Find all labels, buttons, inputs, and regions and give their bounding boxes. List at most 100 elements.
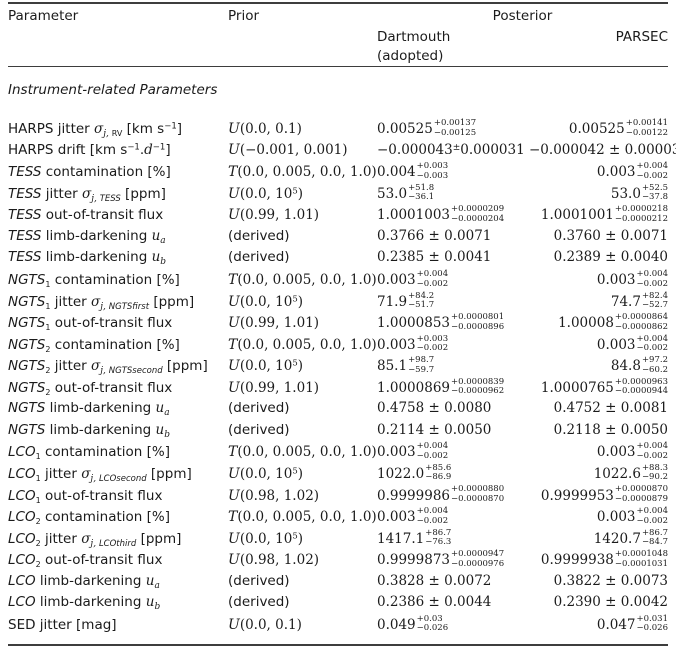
parameter-cell: NGTS limb-darkening ub	[8, 421, 171, 440]
dartmouth-cell: 0.004 +0.003 −0.003	[377, 161, 449, 181]
parameter-cell: TESS limb-darkening ua	[8, 227, 166, 246]
parameter-cell: HARPS jitter σj, RV [km s−1]	[8, 121, 183, 140]
parameter-cell: TESS out-of-transit flux	[8, 207, 164, 224]
dartmouth-cell: 0.049 +0.03 −0.026	[377, 613, 449, 634]
column-header-parsec: PARSEC	[615, 28, 668, 45]
parsec-cell: 0.003 +0.004 −0.002	[596, 506, 668, 526]
table-header-row-3: (adopted)	[8, 48, 668, 64]
error-stack: +0.00141 −0.00122	[625, 118, 668, 138]
parsec-cell: 1.0001001 +0.0000218 −0.0000212	[540, 204, 668, 224]
parameter-cell: NGTS limb-darkening ua	[8, 400, 170, 419]
parsec-cell: 0.9999953 +0.0000870 −0.0000879	[540, 484, 668, 504]
table-row: LCO1 out-of-transit flux U(0.98, 1.02) 0.9…	[8, 484, 668, 508]
parsec-cell: 0.9999938 +0.0001048 −0.0001031	[540, 549, 668, 569]
prior-cell: U(0.99, 1.01)	[228, 315, 320, 332]
error-stack: +0.004 −0.002	[636, 506, 668, 526]
error-stack: +82.4 −52.7	[641, 290, 668, 311]
prior-cell: T(0.0, 0.005, 0.0, 1.0)	[228, 164, 377, 181]
error-stack: +85.6 −86.9	[425, 462, 452, 483]
error-stack: +0.0000963 −0.0000944	[614, 376, 668, 397]
parsec-cell: 0.003 +0.004 −0.002	[596, 333, 668, 354]
top-rule	[8, 2, 668, 4]
parameter-cell: TESS jitter σj, TESS [ppm]	[8, 185, 166, 204]
parsec-cell: 1022.6 +88.3 −90.2	[593, 462, 668, 483]
parsec-cell: 0.047 +0.031 −0.026	[596, 613, 668, 634]
parameter-cell: SED jitter [mag]	[8, 616, 117, 633]
prior-cell: T(0.0, 0.005, 0.0, 1.0)	[228, 272, 377, 289]
column-header-dartmouth: Dartmouth	[377, 28, 451, 45]
parsec-cell: 0.003 +0.004 −0.002	[596, 441, 668, 461]
table-row: TESS limb-darkening ua (derived) 0.3766 ± …	[8, 228, 668, 250]
table-header-row-1: Parameter Prior Posterior	[8, 8, 668, 29]
error-stack: +0.0000947 −0.0000976	[451, 549, 505, 569]
parsec-cell: 0.2118 ± 0.0050	[553, 421, 668, 438]
error-stack: +97.2 −60.2	[641, 355, 668, 375]
parsec-cell: 0.3760 ± 0.0071	[553, 227, 668, 244]
prior-cell: U(0.0, 105)	[228, 358, 304, 375]
parameter-cell: NGTS1 contamination [%]	[8, 272, 180, 290]
error-stack: +0.003 −0.002	[416, 333, 449, 354]
column-header-prior: Prior	[228, 7, 260, 24]
error-stack: +0.004 −0.002	[636, 441, 668, 461]
parameter-cell: LCO1 contamination [%]	[8, 444, 171, 462]
dartmouth-cell: 0.4758 ± 0.0080	[377, 400, 492, 417]
parsec-cell: 1.00008 +0.0000864 −0.0000862	[558, 312, 668, 332]
table-row: NGTS2 out-of-transit flux U(0.99, 1.01) 1.…	[8, 376, 668, 401]
dartmouth-cell: 0.003 +0.004 −0.002	[377, 269, 449, 289]
error-stack: +0.0000870 −0.0000879	[614, 484, 668, 504]
parameter-cell: NGTS2 contamination [%]	[8, 336, 180, 354]
table-header-row-2: Dartmouth PARSEC	[8, 29, 668, 48]
parsec-cell: 0.00525 +0.00141 −0.00122	[568, 118, 668, 138]
error-stack: +51.8 −36.1	[408, 182, 435, 203]
prior-cell: (derived)	[228, 572, 290, 589]
error-stack: +88.3 −90.2	[641, 462, 668, 483]
dartmouth-cell: 1.0001003 +0.0000209 −0.0000204	[377, 204, 505, 224]
parsec-cell: 84.8 +97.2 −60.2	[610, 355, 668, 375]
table-row: LCO2 contamination [%] T(0.0, 0.005, 0.0,…	[8, 506, 668, 530]
error-stack: +0.004 −0.002	[416, 269, 449, 289]
table-row: LCO limb-darkening ub (derived) 0.2386 ± 0…	[8, 594, 668, 616]
prior-cell: U(−0.001, 0.001)	[228, 141, 348, 158]
table-row: LCO limb-darkening ua (derived) 0.3828 ± 0…	[8, 573, 668, 595]
parsec-cell: 0.003 +0.004 −0.002	[596, 269, 668, 289]
dartmouth-cell: 71.9 +84.2 −51.7	[377, 290, 435, 311]
parameter-cell: LCO limb-darkening ua	[8, 572, 160, 591]
parsec-cell: 0.3822 ± 0.0073	[553, 572, 668, 589]
parsec-cell: 0.2389 ± 0.0040	[553, 249, 668, 266]
error-stack: +0.0000209 −0.0000204	[451, 204, 505, 224]
dartmouth-cell: 53.0 +51.8 −36.1	[377, 182, 435, 203]
error-stack: +0.0001048 −0.0001031	[614, 549, 668, 569]
parameter-cell: NGTS1 out-of-transit flux	[8, 315, 173, 333]
error-stack: +0.0000864 −0.0000862	[614, 312, 668, 332]
prior-cell: U(0.98, 1.02)	[228, 552, 320, 569]
parameter-cell: TESS limb-darkening ub	[8, 249, 167, 268]
prior-cell: U(0.99, 1.01)	[228, 207, 320, 224]
parameter-cell: NGTS1 jitter σj, NGTSfirst [ppm]	[8, 293, 195, 312]
parameter-cell: LCO1 jitter σj, LCOsecond [ppm]	[8, 465, 192, 484]
dartmouth-cell: 85.1 +98.7 −59.7	[377, 355, 435, 375]
table-row: HARPS drift [km s−1.d−1] U(−0.001, 0.001)…	[8, 141, 676, 164]
error-stack: +0.003 −0.003	[416, 161, 449, 181]
table-row: LCO1 jitter σj, LCOsecond [ppm] U(0.0, 10…	[8, 462, 668, 487]
error-stack: +86.7 −84.7	[641, 527, 668, 548]
prior-cell: U(0.0, 0.1)	[228, 616, 302, 633]
dartmouth-cell: 0.3828 ± 0.0072	[377, 572, 492, 589]
dartmouth-cell: 0.003 +0.004 −0.002	[377, 441, 449, 461]
error-stack: +0.004 −0.002	[636, 269, 668, 289]
error-stack: +0.004 −0.002	[636, 333, 668, 354]
prior-cell: (derived)	[228, 249, 290, 266]
prior-cell: U(0.0, 105)	[228, 530, 304, 547]
section-title: Instrument-related Parameters	[8, 82, 218, 99]
dartmouth-cell: 0.2385 ± 0.0041	[377, 249, 492, 266]
column-header-posterior: Posterior	[492, 7, 553, 24]
parsec-cell: 74.7 +82.4 −52.7	[610, 290, 668, 311]
table-row: LCO1 contamination [%] T(0.0, 0.005, 0.0,…	[8, 441, 668, 465]
dartmouth-cell: 0.003 +0.003 −0.002	[377, 333, 449, 354]
parsec-cell: 1420.7 +86.7 −84.7	[593, 527, 668, 548]
parameter-cell: LCO2 jitter σj, LCOthird [ppm]	[8, 530, 182, 549]
table-row: NGTS1 out-of-transit flux U(0.99, 1.01) 1.…	[8, 312, 668, 336]
dartmouth-cell: 1022.0 +85.6 −86.9	[377, 462, 452, 483]
dartmouth-cell: 0.3766 ± 0.0071	[377, 227, 492, 244]
error-stack: +0.031 −0.026	[636, 613, 668, 634]
prior-cell: U(0.0, 105)	[228, 185, 304, 202]
